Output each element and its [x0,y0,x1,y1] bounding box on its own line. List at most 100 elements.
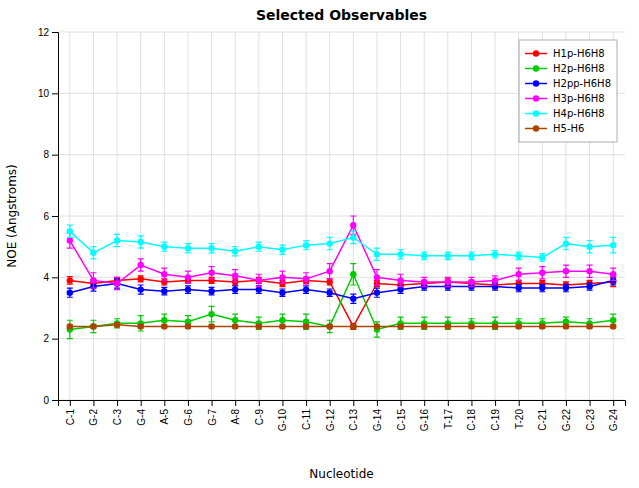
point [256,277,262,283]
error-bar [516,268,522,280]
point [67,323,73,329]
grid-line-x [235,32,236,400]
x-tick: G-12 [325,400,336,431]
error-bar [138,236,144,248]
x-tick: G-7 [207,400,218,426]
legend: H1p-H6H8H2p-H6H8H2pp-H6H8H3p-H6H8H4p-H6H… [519,40,617,142]
x-tick: G-22 [561,400,572,431]
y-tick-label: 10 [38,88,50,99]
error-bar [539,267,545,279]
x-tick-label: C-11 [301,409,312,430]
x-axis: C-1G-2C-3G-4A-5G-6G-7A-8C-9G-10C-11G-12C… [59,400,626,431]
x-tick: C-11 [301,400,312,430]
grid-line-x [400,32,401,400]
grid-line-x [211,32,212,400]
y-tick-mark [52,93,58,94]
grid [58,32,625,400]
series [67,225,617,261]
point [350,323,356,329]
error-bar [303,273,309,285]
x-tick-mark [471,400,472,406]
x-tick-mark [164,400,165,406]
x-tick-label: G-22 [561,409,572,432]
x-tick: A-5 [159,400,170,425]
error-bar [374,270,380,285]
y-tick: 2 [43,333,58,344]
point [492,277,498,283]
x-tick-label: G-7 [207,409,218,426]
point [563,240,569,246]
point [185,323,191,329]
x-tick-label: C-15 [396,409,407,431]
point [161,271,167,277]
x-axis-title: Nucleotide [309,467,373,481]
x-tick-label: T-20 [514,409,525,429]
grid-line-x [495,32,496,400]
error-bar [138,276,144,282]
point [161,323,167,329]
error-bar [587,265,593,277]
error-bar [303,314,309,329]
grid-line-x [424,32,425,400]
error-bar [445,252,451,259]
legend-label: H2pp-H6H8 [553,78,611,89]
error-bar [445,317,451,329]
y-tick: 0 [43,395,58,406]
error-bar [350,323,356,329]
x-tick: C-19 [490,400,501,431]
point [137,286,143,292]
y-tick-label: 4 [43,272,49,283]
x-tick-mark [70,400,71,406]
x-tick-mark [519,400,520,406]
point [114,322,120,328]
y-tick-mark [52,400,58,401]
point [326,240,332,246]
error-bar [303,286,309,293]
x-tick-mark [117,400,118,406]
grid-line-x [140,32,141,400]
x-tick-label: C-13 [348,409,359,431]
error-bar [398,317,404,329]
point [326,279,332,285]
x-tick-mark [188,400,189,406]
series-line [70,231,613,257]
series-line [70,280,613,298]
point [114,280,120,286]
point [90,323,96,329]
error-bar [492,317,498,329]
error-bar [374,288,380,297]
x-tick-label: C-18 [466,409,477,431]
x-tick-label: C-21 [537,409,548,431]
legend-label: H2p-H6H8 [553,63,605,74]
point [90,277,96,283]
legend-label: H4p-H6H8 [553,108,605,119]
grid-line-x [187,32,188,400]
point [586,268,592,274]
x-tick: C-21 [537,400,548,431]
x-tick-mark [401,400,402,406]
error-bar [161,268,167,280]
error-bar [327,264,333,279]
point [303,286,309,292]
point [539,254,545,260]
error-bar [67,277,73,284]
title: Selected Observables [256,7,427,23]
point [586,243,592,249]
error-bar [539,254,545,261]
point [326,289,332,295]
legend-marker [533,50,539,56]
y-tick-mark [52,277,58,278]
point [185,286,191,292]
y-tick: 4 [43,272,58,283]
point [185,245,191,251]
error-bar [350,231,356,243]
point [303,323,309,329]
error-bar [209,244,215,253]
point [303,242,309,248]
x-tick-mark [377,400,378,406]
error-bar [209,267,215,279]
point [279,323,285,329]
error-bar [185,244,191,253]
series-line [70,325,613,327]
point [232,248,238,254]
